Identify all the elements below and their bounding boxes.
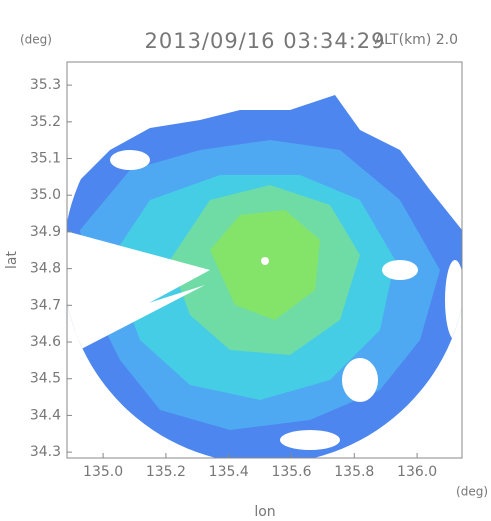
x-tick-label: 135.0 xyxy=(83,464,123,480)
x-tick-label: 135.8 xyxy=(334,464,374,480)
x-tick-label: 136.0 xyxy=(397,464,437,480)
y-tick-label: 34.5 xyxy=(30,371,61,387)
y-tick-label: 34.3 xyxy=(30,444,61,460)
y-tick-label: 34.6 xyxy=(30,334,61,350)
subtitle: ALT(km) 2.0 xyxy=(375,32,458,48)
y-tick-label: 35.3 xyxy=(30,77,61,93)
x-axis-label: lon xyxy=(254,504,275,520)
y-tick-label: 35.2 xyxy=(30,114,61,130)
x-tick-label: 135.6 xyxy=(271,464,311,480)
x-tick-label: 135.2 xyxy=(146,464,186,480)
chart-title: 2013/09/16 03:34:29 xyxy=(144,29,385,53)
y-tick-label: 35.1 xyxy=(30,151,61,167)
y-unit: (deg) xyxy=(20,33,52,47)
x-unit: (deg) xyxy=(456,485,488,499)
plot-frame xyxy=(66,61,463,459)
y-tick-label: 34.7 xyxy=(30,297,61,313)
x-tick-label: 135.4 xyxy=(209,464,249,480)
y-axis-label: lat xyxy=(4,251,20,269)
y-tick-label: 34.9 xyxy=(30,224,61,240)
y-tick-label: 35.0 xyxy=(30,187,61,203)
y-tick-label: 34.4 xyxy=(30,407,61,423)
radar-image xyxy=(67,95,462,458)
y-tick-label: 34.8 xyxy=(30,261,61,277)
